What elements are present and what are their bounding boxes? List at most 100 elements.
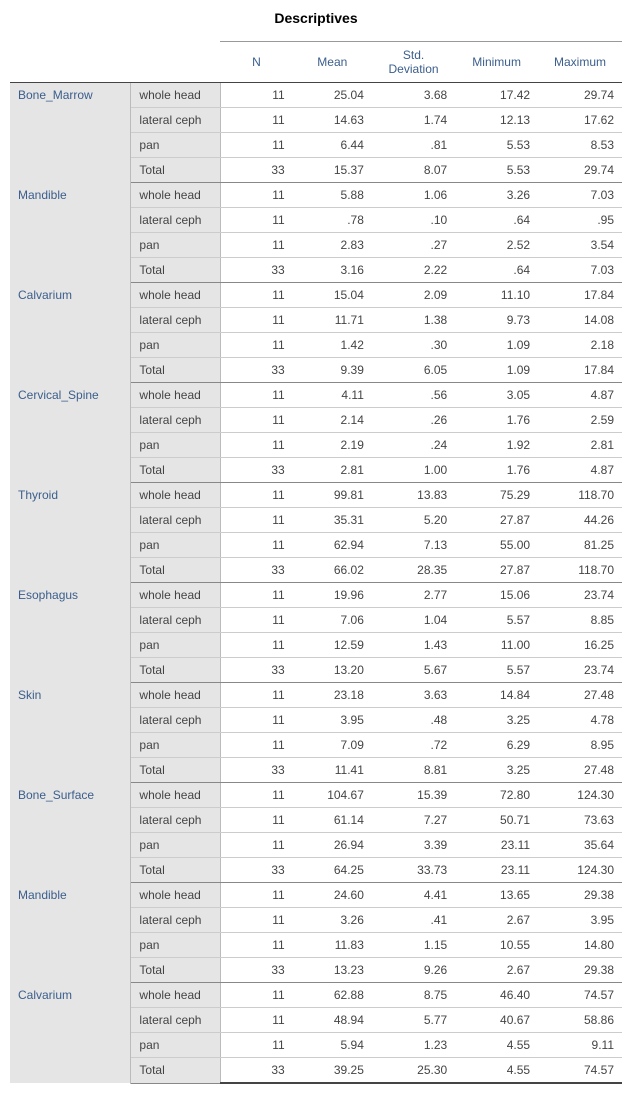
cell-sd: 9.26	[372, 958, 455, 983]
cell-n: 33	[220, 658, 292, 683]
cell-max: 73.63	[538, 808, 622, 833]
cell-n: 11	[220, 933, 292, 958]
table-row: Mandiblewhole head115.881.063.267.03	[10, 183, 622, 208]
group-label: Total	[131, 858, 220, 883]
cell-sd: .48	[372, 708, 455, 733]
group-label: Total	[131, 558, 220, 583]
descriptives-table: N Mean Std. Deviation Minimum Maximum Bo…	[10, 41, 622, 1084]
group-label: Total	[131, 658, 220, 683]
cell-max: 124.30	[538, 858, 622, 883]
cell-mean: 26.94	[293, 833, 372, 858]
cell-mean: 19.96	[293, 583, 372, 608]
cell-sd: .26	[372, 408, 455, 433]
variable-name: Thyroid	[10, 483, 131, 583]
cell-min: 12.13	[455, 108, 538, 133]
cell-sd: 1.43	[372, 633, 455, 658]
cell-mean: 5.94	[293, 1033, 372, 1058]
group-label: whole head	[131, 983, 220, 1008]
cell-max: 16.25	[538, 633, 622, 658]
cell-n: 11	[220, 533, 292, 558]
cell-mean: 15.37	[293, 158, 372, 183]
cell-sd: 3.68	[372, 83, 455, 108]
cell-min: 1.09	[455, 358, 538, 383]
cell-max: 2.59	[538, 408, 622, 433]
col-min: Minimum	[455, 42, 538, 83]
cell-min: 23.11	[455, 833, 538, 858]
cell-sd: 7.27	[372, 808, 455, 833]
cell-n: 11	[220, 708, 292, 733]
cell-n: 11	[220, 83, 292, 108]
cell-mean: 62.88	[293, 983, 372, 1008]
variable-name: Cervical_Spine	[10, 383, 131, 483]
cell-n: 11	[220, 1008, 292, 1033]
header-row: N Mean Std. Deviation Minimum Maximum	[10, 42, 622, 83]
table-row: Bone_Surfacewhole head11104.6715.3972.80…	[10, 783, 622, 808]
cell-min: 5.53	[455, 133, 538, 158]
cell-n: 11	[220, 408, 292, 433]
cell-max: 23.74	[538, 583, 622, 608]
cell-mean: 3.16	[293, 258, 372, 283]
variable-name: Bone_Surface	[10, 783, 131, 883]
cell-mean: 99.81	[293, 483, 372, 508]
cell-mean: 13.20	[293, 658, 372, 683]
cell-n: 11	[220, 983, 292, 1008]
cell-min: 6.29	[455, 733, 538, 758]
cell-sd: 1.23	[372, 1033, 455, 1058]
cell-sd: 1.00	[372, 458, 455, 483]
cell-sd: .41	[372, 908, 455, 933]
cell-min: 40.67	[455, 1008, 538, 1033]
cell-sd: 1.74	[372, 108, 455, 133]
cell-sd: 5.67	[372, 658, 455, 683]
cell-n: 11	[220, 483, 292, 508]
cell-n: 33	[220, 858, 292, 883]
cell-n: 11	[220, 333, 292, 358]
cell-max: 4.87	[538, 458, 622, 483]
cell-max: 2.18	[538, 333, 622, 358]
group-label: Total	[131, 458, 220, 483]
table-title: Descriptives	[10, 10, 622, 26]
group-label: lateral ceph	[131, 1008, 220, 1033]
cell-mean: 66.02	[293, 558, 372, 583]
cell-min: 11.10	[455, 283, 538, 308]
cell-max: 17.84	[538, 358, 622, 383]
cell-max: 118.70	[538, 483, 622, 508]
group-label: lateral ceph	[131, 408, 220, 433]
group-label: whole head	[131, 83, 220, 108]
cell-sd: .24	[372, 433, 455, 458]
group-label: whole head	[131, 483, 220, 508]
cell-sd: .56	[372, 383, 455, 408]
cell-sd: 1.06	[372, 183, 455, 208]
cell-max: 74.57	[538, 983, 622, 1008]
cell-min: 11.00	[455, 633, 538, 658]
cell-min: 17.42	[455, 83, 538, 108]
cell-max: 29.38	[538, 883, 622, 908]
cell-mean: 5.88	[293, 183, 372, 208]
cell-mean: 23.18	[293, 683, 372, 708]
cell-max: 9.11	[538, 1033, 622, 1058]
group-label: Total	[131, 158, 220, 183]
cell-n: 33	[220, 1058, 292, 1084]
cell-sd: 6.05	[372, 358, 455, 383]
cell-n: 33	[220, 458, 292, 483]
cell-min: 13.65	[455, 883, 538, 908]
cell-n: 11	[220, 633, 292, 658]
cell-sd: .81	[372, 133, 455, 158]
cell-n: 11	[220, 283, 292, 308]
table-row: Calvariumwhole head1115.042.0911.1017.84	[10, 283, 622, 308]
cell-sd: 1.04	[372, 608, 455, 633]
cell-n: 11	[220, 808, 292, 833]
group-label: pan	[131, 1033, 220, 1058]
group-label: pan	[131, 833, 220, 858]
col-sd: Std. Deviation	[372, 42, 455, 83]
cell-sd: 2.22	[372, 258, 455, 283]
cell-max: 81.25	[538, 533, 622, 558]
cell-max: 74.57	[538, 1058, 622, 1084]
cell-mean: 2.19	[293, 433, 372, 458]
col-mean: Mean	[293, 42, 372, 83]
table-row: Bone_Marrowwhole head1125.043.6817.4229.…	[10, 83, 622, 108]
cell-mean: 9.39	[293, 358, 372, 383]
cell-min: 75.29	[455, 483, 538, 508]
cell-max: 4.78	[538, 708, 622, 733]
cell-mean: 2.81	[293, 458, 372, 483]
cell-n: 11	[220, 1033, 292, 1058]
